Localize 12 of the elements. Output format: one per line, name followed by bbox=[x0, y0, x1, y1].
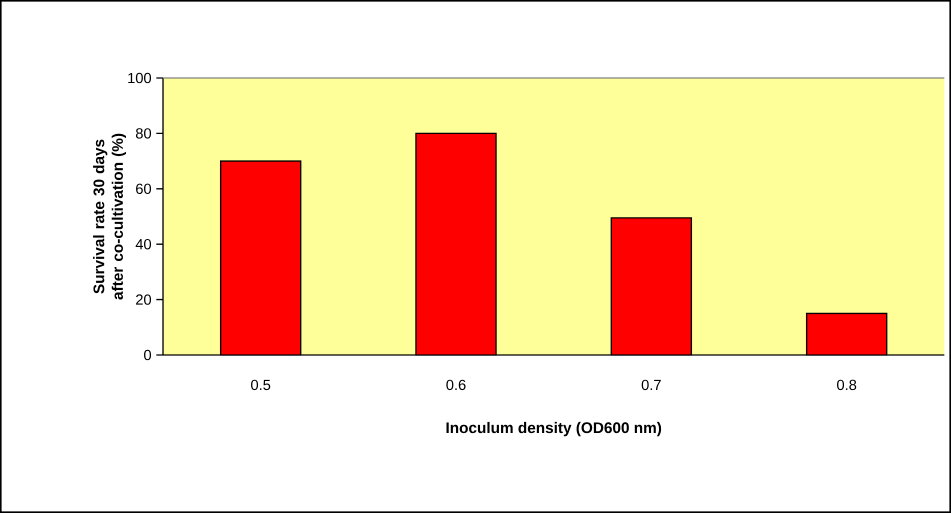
y-tick-label: 0 bbox=[144, 350, 152, 360]
x-tick-label: 0.7 bbox=[642, 380, 661, 390]
y-tick-label: 20 bbox=[136, 294, 152, 305]
y-tick-label: 100 bbox=[128, 72, 152, 84]
x-axis-title: Inoculum density (OD600 nm) bbox=[446, 422, 662, 436]
y-tick-label: 40 bbox=[136, 239, 152, 250]
y-axis-title: Survival rate 30 days after co-cultivation (%) bbox=[93, 134, 126, 300]
y-tick-label: 60 bbox=[136, 184, 152, 194]
y-tick-label: 80 bbox=[136, 128, 152, 139]
x-tick-label: 0.8 bbox=[837, 380, 856, 390]
x-tick-label: 0.5 bbox=[251, 380, 270, 390]
x-tick-label: 0.6 bbox=[446, 380, 466, 390]
